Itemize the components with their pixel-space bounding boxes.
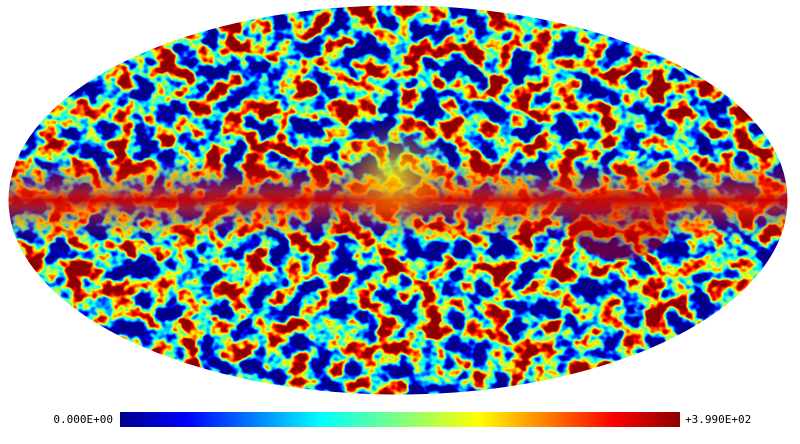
colorbar-max-label: +3.990E+02 (685, 413, 751, 426)
colorbar-min-label: 0.000E+00 (53, 413, 113, 426)
map-outline (7, 4, 789, 396)
emission-region (570, 190, 670, 260)
colorbar (120, 412, 680, 427)
mollweide-map (8, 5, 788, 395)
galactic-bulge (335, 120, 455, 230)
